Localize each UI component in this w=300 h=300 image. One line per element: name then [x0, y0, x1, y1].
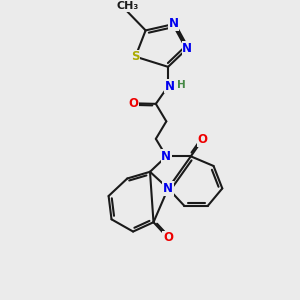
Text: H: H: [177, 80, 186, 90]
Text: N: N: [169, 17, 179, 31]
Text: O: O: [197, 133, 208, 146]
Text: N: N: [163, 182, 173, 195]
Text: CH₃: CH₃: [116, 1, 138, 11]
Text: N: N: [161, 150, 171, 163]
Text: O: O: [163, 232, 173, 244]
Text: S: S: [131, 50, 140, 63]
Text: O: O: [128, 97, 138, 110]
Text: N: N: [182, 42, 192, 55]
Text: N: N: [164, 80, 175, 93]
